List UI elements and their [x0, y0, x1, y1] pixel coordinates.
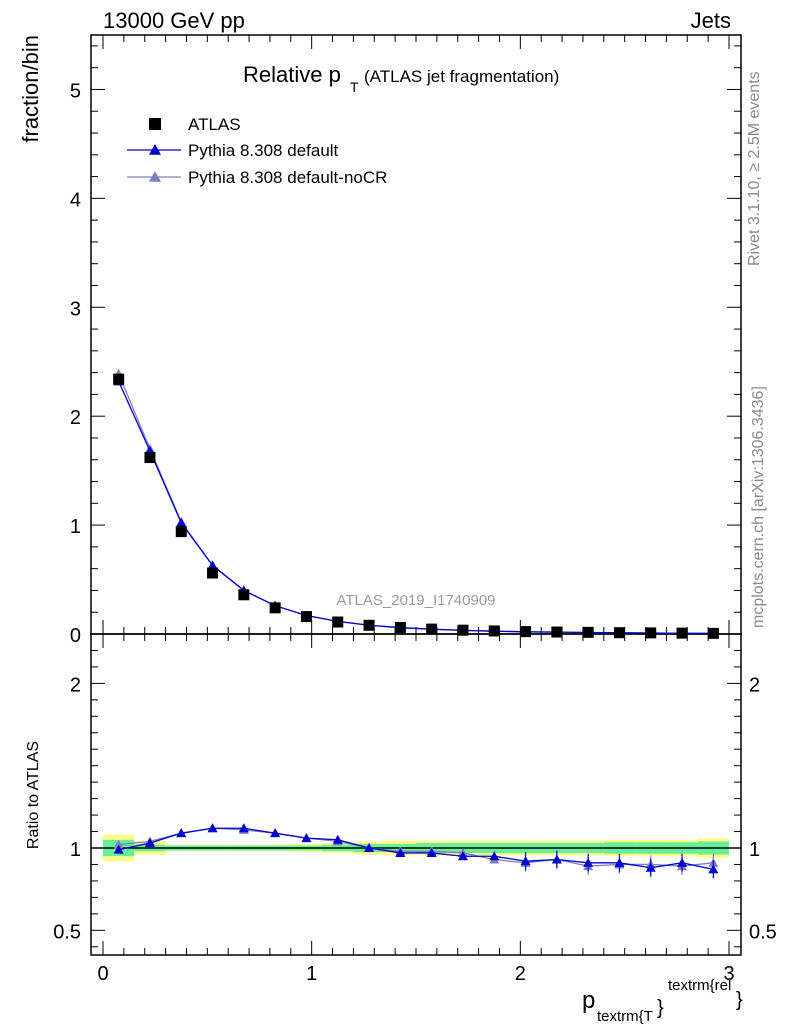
data-point-atlas	[269, 602, 281, 614]
y-tick-label: 2	[70, 407, 81, 429]
legend-marker-atlas	[149, 118, 161, 130]
data-point-atlas	[488, 625, 500, 637]
x-axis-label: p	[582, 987, 595, 1014]
y-tick-label: 4	[70, 189, 81, 211]
ratio-series-line	[118, 827, 714, 871]
ratio-plot-frame	[90, 633, 742, 956]
legend-marker-default	[149, 144, 161, 155]
ratio-point-triangle	[238, 823, 249, 833]
ratio-point-triangle	[207, 823, 218, 833]
ratio-point-triangle	[645, 862, 656, 872]
data-point-atlas	[207, 567, 219, 579]
ratio-y-tick-label-right: 2	[749, 674, 760, 696]
analysis-watermark: ATLAS_2019_I1740909	[336, 592, 495, 609]
ratio-point-triangle	[426, 847, 437, 857]
ratio-point-triangle	[113, 839, 124, 849]
data-point-atlas	[238, 589, 250, 601]
chart-title-sub: T	[350, 79, 359, 95]
ratio-point-triangle	[332, 834, 343, 844]
x-tick-label: 1	[306, 963, 317, 985]
ratio-point-triangle	[395, 847, 406, 857]
y-tick-label: 3	[70, 298, 81, 320]
ratio-point-triangle	[520, 856, 531, 866]
ratio-y-tick-label: 1	[70, 839, 81, 861]
header-left: 13000 GeV pp	[103, 8, 245, 33]
ratio-point-triangle	[583, 857, 594, 867]
data-point-atlas	[332, 616, 344, 628]
x-axis-label-sup: textrm{rel	[668, 977, 731, 994]
data-point-atlas	[457, 624, 469, 636]
ratio-point-triangle	[677, 857, 688, 867]
data-point-atlas	[520, 626, 532, 638]
data-point-atlas	[645, 627, 657, 639]
ratio-point-triangle	[551, 854, 562, 864]
ratio-point-triangle	[708, 864, 719, 874]
data-point-atlas	[676, 627, 688, 639]
data-point-atlas	[551, 626, 563, 638]
y-tick-label: 5	[70, 80, 81, 102]
data-point-atlas	[113, 373, 125, 385]
ratio-y-tick-label: 2	[70, 674, 81, 696]
y-tick-label: 1	[70, 516, 81, 538]
ratio-point-triangle	[144, 838, 155, 848]
ratio-point-triangle	[270, 828, 281, 838]
header-right: Jets	[690, 8, 731, 33]
legend-label-atlas: ATLAS	[188, 115, 241, 134]
legend-label-default: Pythia 8.308 default	[188, 141, 339, 160]
data-point-atlas	[394, 621, 406, 633]
ratio-y-tick-label-right: 1	[749, 839, 760, 861]
ratio-point-triangle	[113, 844, 124, 854]
x-axis-label-brace: }	[657, 997, 664, 1019]
chart-title-rest: (ATLAS jet fragmentation)	[364, 67, 559, 86]
ratio-y-tick-label: 0.5	[53, 921, 81, 943]
legend-label-nocr: Pythia 8.308 default-noCR	[188, 168, 387, 187]
x-tick-label: 2	[515, 963, 526, 985]
ratio-point-triangle	[301, 833, 312, 843]
ratio-point-triangle	[614, 857, 625, 867]
data-point-atlas	[144, 452, 156, 464]
data-point-atlas	[707, 627, 719, 639]
data-point-atlas	[363, 619, 375, 631]
ratio-y-axis-label: Ratio to ATLAS	[25, 741, 42, 849]
x-tick-label: 0	[97, 963, 108, 985]
data-point-atlas	[582, 626, 594, 638]
main-y-axis-label: fraction/bin	[18, 35, 43, 143]
ratio-point-triangle	[364, 843, 375, 852]
data-point-atlas	[300, 611, 312, 623]
data-point-atlas	[175, 526, 187, 538]
x-axis-label-end: }	[736, 989, 743, 1011]
data-point-atlas	[426, 623, 438, 635]
data-point-triangle	[207, 560, 218, 570]
y-tick-label: 0	[70, 625, 81, 647]
x-axis-label-sub: textrm{T	[597, 1008, 653, 1024]
legend-marker-nocr	[149, 171, 161, 182]
chart-title-main: Relative p	[243, 62, 341, 87]
ratio-y-tick-label-right: 0.5	[749, 921, 777, 943]
ratio-point-triangle	[489, 851, 500, 861]
ratio-point-triangle	[457, 851, 468, 861]
data-point-triangle	[176, 517, 187, 527]
x-tick-label: 3	[723, 963, 734, 985]
data-point-atlas	[613, 627, 625, 639]
ratio-point-triangle	[176, 828, 187, 838]
